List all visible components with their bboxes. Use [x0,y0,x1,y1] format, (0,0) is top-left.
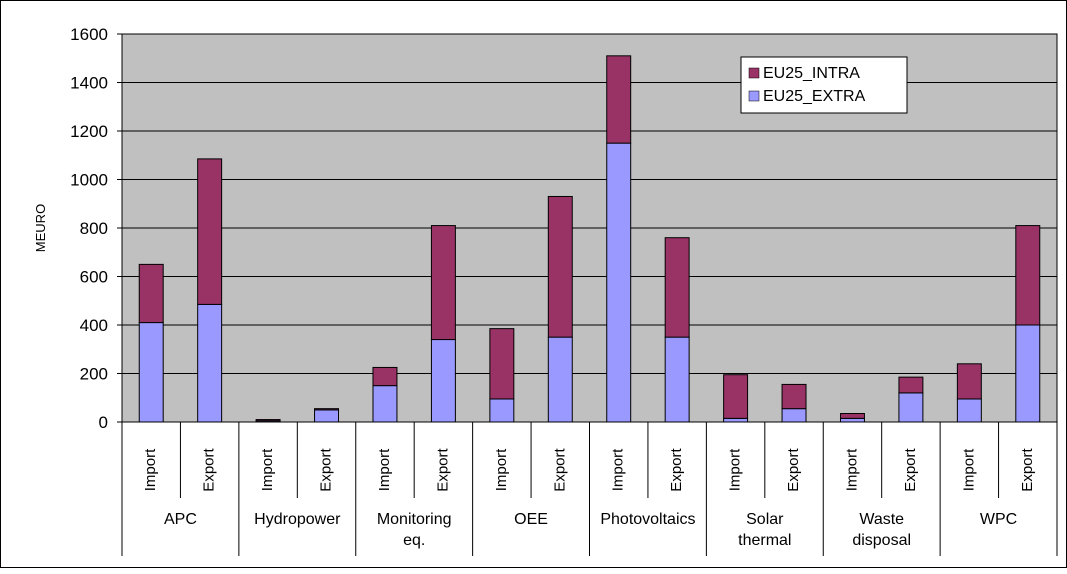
y-tick-label: 1400 [70,74,108,93]
bar-eu25-intra [664,237,690,338]
bar-eu25-extra [781,408,807,423]
subcategory-label: Export [668,447,685,491]
bar-eu25-intra [1015,225,1041,326]
group-label: Photovoltaics [600,511,695,528]
bar-eu25-intra [489,328,515,400]
bar-eu25-extra [372,385,398,423]
bar-eu25-extra [839,417,865,423]
bar-eu25-intra [138,263,164,324]
legend-box [740,56,908,114]
bar-eu25-extra [898,392,924,423]
y-tick-label: 800 [80,219,108,238]
bar-eu25-intra [547,195,573,338]
subcategory-label: Import [142,448,159,491]
subcategory-label: Export [318,447,335,491]
bar-eu25-intra [430,225,456,341]
bar-eu25-extra [664,336,690,423]
subcategory-label: Import [259,448,276,491]
bar-eu25-intra [781,383,807,410]
bar-eu25-extra [606,142,632,423]
subcategory-label: Import [727,448,744,491]
bar-eu25-extra [1015,324,1041,423]
bar-eu25-intra [372,366,398,387]
group-label: Waste [859,511,904,528]
subcategory-label: Export [434,447,451,491]
bar-eu25-extra [138,322,164,423]
subcategory-label: Import [610,448,627,491]
bar-eu25-intra [839,413,865,419]
bar-eu25-intra [197,158,223,305]
subcategory-label: Export [902,447,919,491]
bar-eu25-intra [956,363,982,400]
group-label: eq. [403,532,425,549]
bar-eu25-extra [430,339,456,423]
bar-eu25-extra [314,409,340,423]
subcategory-label: Export [551,447,568,491]
group-label: Monitoring [377,511,452,528]
y-tick-label: 600 [80,268,108,287]
y-tick-label: 400 [80,316,108,335]
y-tick-label: 1200 [70,122,108,141]
bar-eu25-extra [489,398,515,423]
bar-eu25-intra [606,55,632,144]
y-tick-label: 200 [80,365,108,384]
bar-eu25-intra [898,376,924,394]
subcategory-label: Export [1019,447,1036,491]
subcategory-label: Import [960,448,977,491]
y-tick-label: 1600 [70,25,108,44]
bar-eu25-extra [956,398,982,423]
legend-label: EU25_INTRA [763,65,860,82]
y-tick-label: 1000 [70,171,108,190]
y-axis-label: MEURO [33,204,48,252]
subcategory-label: Import [843,448,860,491]
bar-eu25-intra [255,419,281,422]
group-label: Solar [746,511,784,528]
subcategory-label: Export [785,447,802,491]
group-label: APC [164,511,197,528]
bar-eu25-extra [197,303,223,423]
legend-swatch [748,67,760,79]
bar-eu25-intra [723,374,749,419]
subcategory-label: Import [493,448,510,491]
y-tick-label: 0 [99,413,108,432]
bar-eu25-extra [723,417,749,423]
legend-label: EU25_EXTRA [763,88,866,105]
group-label: OEE [514,511,548,528]
legend-swatch [748,90,760,102]
bar-eu25-intra [314,408,340,411]
group-label: thermal [738,532,791,549]
group-label: Hydropower [254,511,341,528]
bar-eu25-extra [547,336,573,423]
group-label: WPC [980,511,1017,528]
subcategory-label: Import [376,448,393,491]
subcategory-label: Export [201,447,218,491]
group-label: disposal [852,532,911,549]
